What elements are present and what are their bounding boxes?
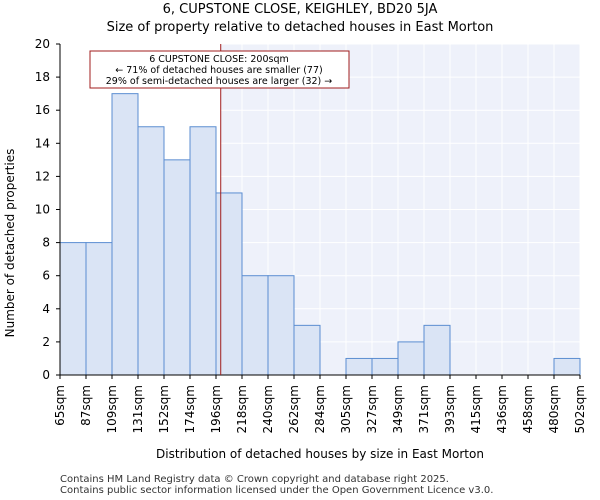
- y-tick-label: 10: [35, 203, 50, 217]
- x-tick-label: 502sqm: [573, 385, 587, 433]
- y-tick-label: 18: [35, 70, 50, 84]
- histogram-bar: [137, 126, 165, 376]
- x-tick-label: 65sqm: [53, 385, 67, 426]
- histogram-bar: [189, 126, 217, 376]
- histogram-bar: [371, 357, 399, 376]
- footer-copyright: Contains HM Land Registry data © Crown c…: [60, 474, 449, 485]
- histogram-bar: [397, 341, 425, 376]
- x-tick-label: 218sqm: [235, 385, 249, 433]
- y-tick-label: 16: [35, 103, 50, 117]
- y-tick-label: 20: [35, 37, 50, 51]
- x-tick-label: 349sqm: [391, 385, 405, 433]
- x-tick-label: 240sqm: [261, 385, 275, 433]
- histogram-bar: [111, 93, 139, 376]
- histogram-bar: [59, 242, 87, 376]
- x-tick-label: 393sqm: [443, 385, 457, 433]
- y-axis-label: Number of detached properties: [3, 149, 17, 338]
- histogram-bar: [85, 242, 113, 376]
- histogram-bar: [215, 192, 243, 376]
- x-tick-label: 305sqm: [339, 385, 353, 433]
- x-tick-label: 87sqm: [79, 385, 93, 426]
- y-tick-label: 12: [35, 169, 50, 183]
- x-tick-label: 262sqm: [287, 385, 301, 433]
- histogram-bar: [345, 357, 373, 376]
- y-tick-label: 4: [42, 302, 50, 316]
- histogram-bar: [553, 357, 581, 376]
- x-tick-label: 327sqm: [365, 385, 379, 433]
- y-tick-label: 8: [42, 236, 50, 250]
- x-tick-label: 131sqm: [131, 385, 145, 433]
- histogram-bar: [293, 324, 321, 376]
- annotation-line-3: 29% of semi-detached houses are larger (…: [106, 76, 333, 87]
- x-tick-label: 196sqm: [209, 385, 223, 433]
- annotation-line-2: ← 71% of detached houses are smaller (77…: [115, 65, 322, 76]
- chart-title-subtitle: Size of property relative to detached ho…: [106, 20, 494, 35]
- x-tick-label: 458sqm: [521, 385, 535, 433]
- footer-licence: Contains public sector information licen…: [60, 485, 494, 496]
- x-tick-label: 371sqm: [417, 385, 431, 433]
- histogram-bar: [267, 275, 295, 376]
- histogram-bar: [241, 275, 269, 376]
- x-tick-label: 284sqm: [313, 385, 327, 433]
- x-tick-label: 415sqm: [469, 385, 483, 433]
- histogram-bar: [423, 324, 451, 376]
- x-tick-label: 174sqm: [183, 385, 197, 433]
- x-axis-label: Distribution of detached houses by size …: [156, 447, 484, 461]
- y-tick-label: 14: [35, 136, 50, 150]
- x-tick-label: 480sqm: [547, 385, 561, 433]
- annotation-box: [89, 50, 350, 89]
- x-tick-label: 109sqm: [105, 385, 119, 433]
- annotation-line-1: 6 CUPSTONE CLOSE: 200sqm: [149, 54, 289, 65]
- x-tick-label: 436sqm: [495, 385, 509, 433]
- x-tick-label: 152sqm: [157, 385, 171, 433]
- y-tick-label: 2: [42, 335, 50, 349]
- y-tick-label: 6: [42, 269, 50, 283]
- y-tick-label: 0: [42, 368, 50, 382]
- chart-title-address: 6, CUPSTONE CLOSE, KEIGHLEY, BD20 5JA: [162, 2, 438, 17]
- histogram-bar: [163, 159, 191, 376]
